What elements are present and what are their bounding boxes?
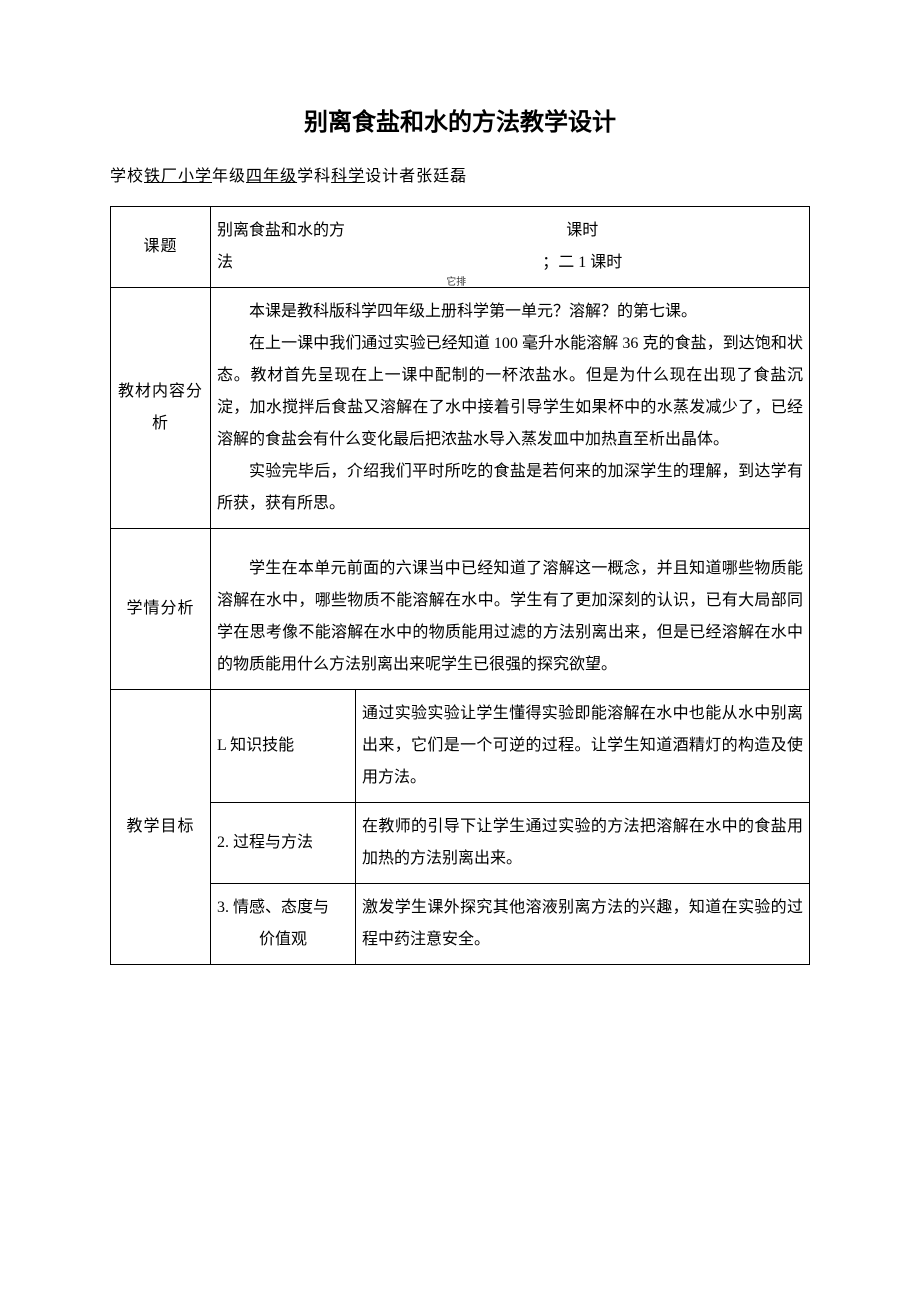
topic-name: 别离食盐和水的方法 [211,206,356,287]
goal3-text: 激发学生课外探究其他溶液别离方法的兴趣，知道在实验的过程中药注意安全。 [356,883,810,964]
lesson-plan-table: 课题 别离食盐和水的方法 课时 ；二 1 课时 它排 教材内容分析 本课是教科版… [110,206,810,965]
table-row: 3. 情感、态度与 价值观 激发学生课外探究其他溶液别离方法的兴趣，知道在实验的… [111,883,810,964]
meta-subject-value: 科学 [331,168,365,185]
goal3-name: 3. 情感、态度与 价值观 [211,883,356,964]
meta-school-value: 铁厂小学 [144,168,212,185]
material-p2: 在上一课中我们通过实验已经知道 100 毫升水能溶解 36 克的食盐，到达饱和状… [217,328,803,456]
goal2-name: 2. 过程与方法 [211,802,356,883]
meta-designer-value: 张廷磊 [416,168,467,185]
goal3-name-l2: 价值观 [217,924,349,956]
row-label-material: 教材内容分析 [111,287,211,528]
goal2-text: 在教师的引导下让学生通过实验的方法把溶解在水中的食盐用加热的方法别离出来。 [356,802,810,883]
meta-grade-label: 年级 [212,168,246,185]
meta-subject-label: 学科 [297,168,331,185]
table-row: 学情分析 学生在本单元前面的六课当中已经知道了溶解这一概念，并且知道哪些物质能溶… [111,528,810,689]
row-label-topic: 课题 [111,206,211,287]
student-content: 学生在本单元前面的六课当中已经知道了溶解这一概念，并且知道哪些物质能溶解在水中，… [211,528,810,689]
meta-school-label: 学校 [110,168,144,185]
table-row: 2. 过程与方法 在教师的引导下让学生通过实验的方法把溶解在水中的食盐用加热的方… [111,802,810,883]
course-time-label: 课时 [362,215,804,247]
meta-designer-label: 设计者 [365,168,416,185]
goal1-text: 通过实验实验让学生懂得实验即能溶解在水中也能从水中别离出来，它们是一个可逆的过程… [356,689,810,802]
row-label-student: 学情分析 [111,528,211,689]
table-row: 教材内容分析 本课是教科版科学四年级上册科学第一单元？溶解？的第七课。 在上一课… [111,287,810,528]
course-time-stub: 它排 [446,273,466,293]
course-time-value: ；二 1 课时 [362,247,804,279]
meta-grade-value: 四年级 [246,168,297,185]
meta-line: 学校铁厂小学年级四年级学科科学设计者张廷磊 [110,162,810,192]
goal1-name: L 知识技能 [211,689,356,802]
row-label-goals: 教学目标 [111,689,211,964]
table-row: 课题 别离食盐和水的方法 课时 ；二 1 课时 它排 [111,206,810,287]
page-title: 别离食盐和水的方法教学设计 [110,100,810,146]
material-p1: 本课是教科版科学四年级上册科学第一单元？溶解？的第七课。 [217,296,803,328]
goal3-name-l1: 3. 情感、态度与 [217,892,349,924]
table-row: 教学目标 L 知识技能 通过实验实验让学生懂得实验即能溶解在水中也能从水中别离出… [111,689,810,802]
material-content: 本课是教科版科学四年级上册科学第一单元？溶解？的第七课。 在上一课中我们通过实验… [211,287,810,528]
material-p3: 实验完毕后，介绍我们平时所吃的食盐是若何来的加深学生的理解，到达学有所获，获有所… [217,456,803,520]
student-p1: 学生在本单元前面的六课当中已经知道了溶解这一概念，并且知道哪些物质能溶解在水中，… [217,553,803,681]
